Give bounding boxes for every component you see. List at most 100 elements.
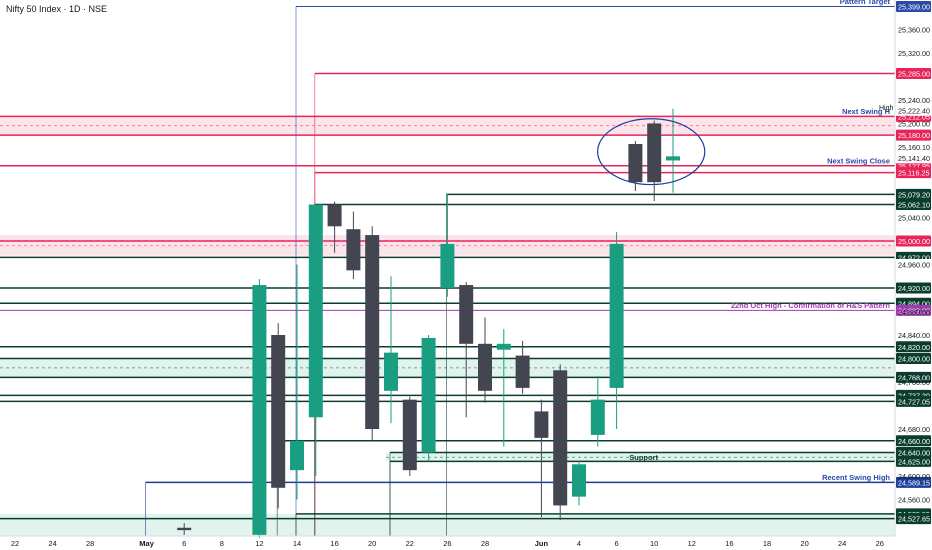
candle-body-12 bbox=[459, 285, 474, 344]
candle-body-11 bbox=[440, 243, 455, 288]
green-line-24820-price-label: 24,820.00 bbox=[898, 343, 930, 352]
green-line-24800-price-label: 24,800.00 bbox=[898, 355, 930, 364]
date-tick: 26 bbox=[876, 539, 884, 548]
price-axis[interactable]: 25,399.00 25,285.00 25,212.05 25,180.00 25,1… bbox=[894, 0, 931, 536]
price-tick: 25,360.00 bbox=[898, 25, 930, 34]
date-tick: 22 bbox=[406, 539, 414, 548]
candle-body-2 bbox=[271, 335, 286, 488]
plain-price-bg bbox=[896, 258, 931, 270]
red-line-25000-price-label: 25,000.00 bbox=[898, 237, 930, 246]
date-tick: 20 bbox=[368, 539, 376, 548]
candle-body-23 bbox=[666, 156, 680, 161]
candle-body-6 bbox=[346, 229, 361, 271]
candle-body-3 bbox=[290, 440, 304, 471]
green-line-24660-price-tag bbox=[896, 435, 931, 447]
date-tick: 24 bbox=[838, 539, 846, 548]
red-line-116-price-label: 25,116.25 bbox=[898, 169, 929, 178]
candle-body-10 bbox=[421, 337, 436, 453]
next-swing-close-line-price-label: 25,127.95 bbox=[898, 162, 930, 171]
candle-body-14 bbox=[496, 343, 511, 350]
candle-body-21 bbox=[628, 143, 643, 183]
plain-price-bg bbox=[896, 152, 931, 164]
price-tick: 25,320.00 bbox=[898, 49, 930, 58]
date-tick: Jun bbox=[535, 539, 549, 548]
red-target-line-price-label: 25,285.00 bbox=[898, 69, 930, 78]
date-tick: 6 bbox=[615, 539, 619, 548]
plain-price-label: 25,222.40 bbox=[898, 106, 930, 115]
green-line-24660-price-label: 24,660.00 bbox=[898, 437, 930, 446]
price-tick: 25,240.00 bbox=[898, 96, 930, 105]
candle-body-1 bbox=[252, 285, 267, 535]
green-line-24820-price-tag bbox=[896, 341, 931, 353]
date-tick: 10 bbox=[650, 539, 658, 548]
candle-body-7 bbox=[365, 235, 380, 430]
candle-body-22 bbox=[647, 123, 662, 183]
red-zone-bottom-line-price-label: 25,180.00 bbox=[898, 131, 930, 140]
green-line-062-price-tag bbox=[896, 198, 931, 210]
green-line-24768-price-label: 24,768.00 bbox=[898, 373, 930, 382]
chart-title: Nifty 50 Index · 1D · NSE bbox=[6, 4, 107, 14]
plain-price-bg bbox=[896, 104, 931, 116]
green-line-24527-price-label: 24,527.65 bbox=[898, 515, 930, 524]
price-tick: 25,200.00 bbox=[898, 119, 930, 128]
green-line-24768-price-tag bbox=[896, 371, 931, 383]
candle-body-15 bbox=[515, 355, 530, 388]
plain-price-label: 25,160.10 bbox=[898, 143, 930, 152]
date-tick: 18 bbox=[763, 539, 771, 548]
bottom-green-zone bbox=[0, 513, 895, 536]
price-tick: 24,880.00 bbox=[898, 307, 930, 316]
candle-body-17 bbox=[553, 370, 568, 506]
date-tick: 12 bbox=[255, 539, 263, 548]
highlight-circle bbox=[597, 118, 706, 186]
next-swing-high-line-label: Next Swing H bbox=[842, 107, 890, 116]
date-tick: 4 bbox=[577, 539, 581, 548]
green-line-24727-price-label: 24,727.05 bbox=[898, 397, 930, 406]
pattern-target-line-price-label: 25,399.00 bbox=[898, 2, 930, 11]
oct-high-line-price-label: 24,882.00 bbox=[898, 306, 930, 315]
oct-high-line-label: 22nd Oct High - Confirmation of H&S Patt… bbox=[731, 301, 891, 310]
green-line-24800-price-tag bbox=[896, 353, 931, 365]
plain-price-label: 25,141.40 bbox=[898, 154, 930, 163]
candle-body-19 bbox=[590, 399, 605, 435]
green-line-062-price-label: 25,062.10 bbox=[898, 200, 930, 209]
candle-body-13 bbox=[478, 343, 492, 391]
green-line-24920-price-label: 24,920.00 bbox=[898, 284, 930, 293]
price-tick: 25,040.00 bbox=[898, 213, 930, 222]
recent-swing-high-line-label: Recent Swing High bbox=[822, 473, 890, 482]
support-line-24640-price-label: 24,640.00 bbox=[898, 449, 930, 458]
pattern-target-line-label: Pattern Target bbox=[840, 0, 891, 6]
candle-body-20 bbox=[609, 243, 624, 388]
plain-price-label: 24,960.00 bbox=[898, 260, 930, 269]
date-tick: 28 bbox=[481, 539, 489, 548]
pattern-target-line-price-tag bbox=[896, 0, 931, 12]
date-tick: 22 bbox=[11, 539, 19, 548]
next-swing-high-line-price-label: 25,212.05 bbox=[898, 112, 930, 121]
high-note: High bbox=[879, 105, 894, 112]
price-tick: 24,840.00 bbox=[898, 331, 930, 340]
support-line-24625-price-label: 24,625.00 bbox=[898, 457, 930, 466]
red-zone-bottom-line-price-tag bbox=[896, 129, 931, 141]
support-line-24640-price-tag bbox=[896, 447, 931, 459]
green-line-24737-price-label: 24,737.30 bbox=[898, 391, 930, 400]
green-line-24894-price-label: 24,894.00 bbox=[898, 299, 930, 308]
candle-body-5 bbox=[327, 204, 342, 227]
candle-body-8 bbox=[384, 352, 398, 391]
date-tick: 28 bbox=[86, 539, 94, 548]
price-tick: 24,760.00 bbox=[898, 378, 930, 387]
time-axis[interactable]: 22 24 28 May 6 8 12 14 16 20 22 26 28 Jun 4 6 10 12 16 18 20… bbox=[0, 535, 895, 548]
candle-body-18 bbox=[572, 464, 586, 497]
candle-body-9 bbox=[402, 399, 417, 471]
date-tick: May bbox=[139, 539, 154, 548]
red-target-line-price-tag bbox=[896, 67, 931, 79]
support-label: Support bbox=[629, 453, 658, 462]
date-tick: 8 bbox=[220, 539, 224, 548]
candle-body-16 bbox=[534, 411, 549, 438]
red-line-25000-price-tag bbox=[896, 235, 931, 247]
annotations-layer: High bbox=[597, 105, 894, 186]
date-tick: 6 bbox=[182, 539, 186, 548]
candle-body-4 bbox=[308, 204, 323, 418]
green-line-079-price-label: 25,079.20 bbox=[898, 190, 930, 199]
candle-body-0 bbox=[177, 527, 192, 531]
date-tick: 16 bbox=[330, 539, 338, 548]
